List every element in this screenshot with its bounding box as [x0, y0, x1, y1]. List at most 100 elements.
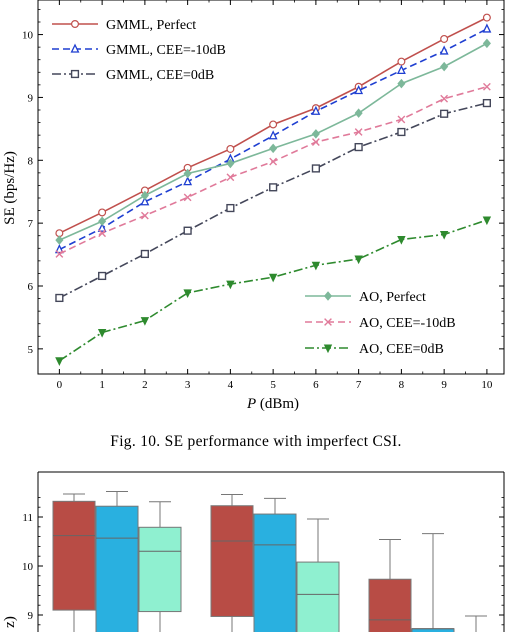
data-point: [226, 144, 235, 153]
x-tick-label: 9: [441, 379, 447, 391]
box-y-tick-label: 9: [28, 610, 34, 622]
data-point: [397, 57, 406, 66]
y-tick-label: 8: [28, 155, 34, 167]
legend-marker: [323, 291, 333, 301]
data-point: [311, 129, 320, 139]
box-y-tick-label: 10: [22, 561, 34, 573]
data-point: [483, 82, 491, 91]
data-point: [55, 235, 64, 245]
data-point: [140, 196, 150, 206]
data-point: [140, 211, 149, 220]
data-point: [354, 255, 363, 265]
data-point: [183, 193, 192, 202]
data-point: [97, 329, 107, 338]
series-1: [54, 23, 492, 254]
x-tick-label: 5: [270, 379, 276, 391]
data-point: [482, 13, 491, 22]
data-point: [183, 289, 192, 299]
data-point: [439, 230, 449, 240]
data-point: [396, 64, 406, 75]
legend-marker: [324, 318, 332, 326]
legend-marker: [70, 20, 79, 29]
y-axis-label: SE (bps/Hz): [2, 151, 18, 225]
box-body: [95, 505, 139, 632]
series-0: [55, 13, 491, 238]
series-5: [55, 216, 492, 366]
data-point: [226, 158, 235, 169]
data-point: [55, 293, 64, 303]
box-y-tick-label: 11: [22, 512, 33, 524]
data-point: [268, 130, 278, 140]
series-2: [55, 98, 491, 303]
legend-label: GMML, CEE=-10dB: [106, 43, 226, 58]
data-point: [55, 250, 64, 258]
box-7: [411, 533, 455, 632]
box-4: [253, 497, 297, 632]
series-line: [59, 85, 488, 255]
data-point: [397, 115, 406, 124]
box-body: [253, 513, 297, 632]
data-point: [482, 23, 492, 33]
x-tick-label: 8: [399, 379, 405, 391]
box-body: [210, 505, 254, 617]
data-point: [183, 226, 192, 235]
series-4: [55, 82, 491, 258]
data-point: [482, 38, 491, 49]
legend-marker: [70, 69, 80, 79]
box-body: [296, 561, 340, 632]
legend-label: AO, Perfect: [359, 290, 426, 305]
data-point: [397, 127, 406, 137]
x-tick-label: 1: [99, 379, 105, 391]
data-point: [311, 261, 321, 271]
data-point: [55, 357, 64, 366]
data-point: [397, 78, 406, 89]
data-point: [440, 61, 449, 72]
x-axis-label: P (dBm): [246, 396, 299, 412]
legend-label: AO, CEE=-10dB: [359, 316, 456, 331]
line-chart: 0 1 2 3 4 5 6 7 8 9 10 5 6 7 8 9 10 P (dBm) SE (bps/Hz)…: [2, 0, 505, 412]
data-point: [98, 216, 107, 227]
x-tick-label: 3: [185, 379, 191, 391]
box-body: [138, 526, 182, 613]
data-point: [269, 183, 278, 192]
legend-top-left: GMML, Perfect GMML, CEE=-10dB GMML, CEE=0d…: [52, 18, 226, 83]
data-point: [226, 203, 235, 213]
data-point: [482, 98, 491, 108]
data-point: [354, 128, 363, 136]
plot-frame: [37, 0, 505, 375]
box-3: [210, 493, 254, 632]
x-tick-label: 4: [228, 379, 234, 391]
data-point: [269, 143, 278, 154]
box-body: [368, 578, 412, 632]
legend-label: GMML, Perfect: [106, 18, 196, 33]
data-point: [439, 45, 449, 55]
box-6: [368, 539, 412, 632]
data-point: [311, 105, 321, 115]
x-tick-label: 0: [57, 379, 63, 391]
data-point: [97, 222, 107, 232]
data-point: [482, 216, 492, 226]
data-point: [354, 142, 363, 152]
data-point: [269, 120, 278, 129]
legend-label: AO, CEE=0dB: [359, 342, 444, 357]
box-body: [52, 500, 96, 611]
box-2: [138, 501, 182, 632]
data-point: [98, 208, 107, 217]
data-point: [140, 249, 149, 259]
x-tick-label: 6: [313, 379, 319, 391]
data-point: [440, 34, 449, 43]
box-5: [296, 518, 340, 632]
legend-bottom-right: AO, Perfect AO, CEE=-10dB AO, CEE=0dB: [305, 290, 456, 357]
box-1: [95, 491, 139, 632]
box-0: [52, 493, 96, 632]
box-chart: 9 10 11 z): [2, 471, 505, 632]
data-point: [226, 173, 235, 182]
box-y-axis-label: z): [2, 616, 18, 628]
legend-label: GMML, CEE=0dB: [106, 68, 214, 83]
data-point: [440, 109, 449, 118]
data-point: [183, 168, 192, 179]
figure-caption: Fig. 10. SE performance with imperfect C…: [110, 433, 401, 450]
legend-marker: [70, 43, 80, 53]
data-point: [140, 190, 149, 201]
